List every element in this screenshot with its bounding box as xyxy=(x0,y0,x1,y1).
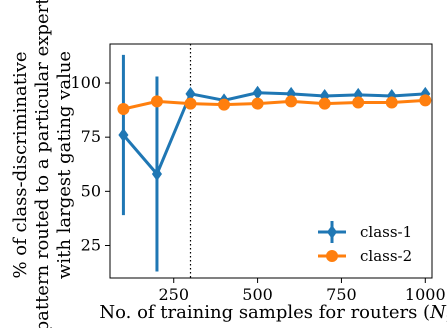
axes-frame xyxy=(109,43,433,279)
y-tick-label: 25 xyxy=(81,236,101,255)
x-tick-label: 750 xyxy=(326,285,357,304)
y-axis-label-line: with largest gating value xyxy=(54,51,75,279)
legend-entry-class-2: class-2 xyxy=(318,247,412,265)
legend-label: class-1 xyxy=(360,223,412,241)
x-tick-label: 1000 xyxy=(405,285,446,304)
legend: class-1 class-2 xyxy=(318,221,412,265)
series-line xyxy=(123,98,426,111)
x-tick-label: 500 xyxy=(242,285,273,304)
data-point xyxy=(386,89,397,103)
data-point xyxy=(318,97,331,110)
data-point xyxy=(352,96,365,109)
legend-entry-class-1: class-1 xyxy=(318,221,412,243)
x-axis-label-sub: r xyxy=(446,311,447,325)
legend-marker xyxy=(326,225,338,239)
series-line xyxy=(122,91,426,177)
series-class-1 xyxy=(118,54,431,272)
legend-marker xyxy=(326,250,338,262)
y-tick-label: 50 xyxy=(81,181,101,200)
y-axis-label-line: pattern routed to a particular expert xyxy=(32,0,53,328)
x-tick-label: 250 xyxy=(158,285,189,304)
x-axis-label: No. of training samples for routers (Nr) xyxy=(99,302,447,325)
data-point xyxy=(285,95,298,108)
series-class-2 xyxy=(117,94,432,115)
y-tick-label: 75 xyxy=(81,127,101,146)
data-point xyxy=(286,86,297,101)
data-point xyxy=(185,86,196,101)
data-point xyxy=(218,98,231,111)
data-point xyxy=(385,96,398,109)
data-point xyxy=(150,95,163,108)
data-point xyxy=(252,85,263,100)
x-axis-label-var: N xyxy=(429,302,447,323)
legend-label: class-2 xyxy=(360,247,412,265)
plot-area: 250 500 750 1000 25 50 75 100 xyxy=(70,43,446,304)
y-axis-label-line: % of class-discriminative xyxy=(10,51,31,278)
y-axis-label: % of class-discriminative pattern routed … xyxy=(10,0,75,328)
data-point xyxy=(151,167,162,181)
y-tick-label: 100 xyxy=(70,73,101,92)
data-point xyxy=(251,97,264,110)
data-point xyxy=(419,94,432,107)
data-point xyxy=(117,103,130,115)
x-axis-label-text: No. of training samples for routers ( xyxy=(99,302,430,323)
data-point xyxy=(118,128,129,142)
data-point xyxy=(184,97,197,110)
